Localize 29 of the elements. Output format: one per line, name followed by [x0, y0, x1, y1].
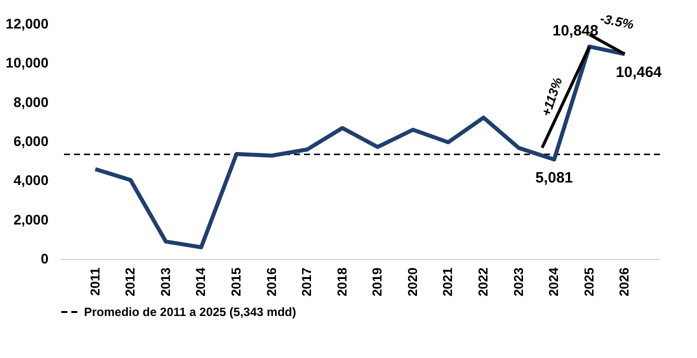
legend-label: Promedio de 2011 a 2025 (5,343 mdd) [84, 305, 296, 319]
y-tick-label: 10,000 [6, 54, 49, 71]
x-tick-label: 2011 [87, 268, 102, 296]
x-tick-label: 2017 [299, 268, 314, 296]
x-tick-label: 2015 [228, 268, 244, 296]
y-tick-label: 2,000 [13, 211, 49, 228]
y-tick-label: 12,000 [6, 16, 49, 32]
x-tick-label: 2013 [158, 268, 173, 296]
x-tick-label: 2024 [546, 266, 562, 296]
x-tick-label: 2018 [334, 268, 350, 296]
data-label: 10,848 [552, 22, 598, 40]
annotation: -3.5% [598, 10, 636, 32]
x-tick-label: 2022 [476, 268, 491, 296]
x-tick-label: 2016 [264, 268, 279, 296]
x-tick-label: 2020 [404, 268, 420, 296]
x-tick-label: 2021 [440, 268, 456, 296]
y-tick-label: 6,000 [13, 133, 49, 149]
x-tick-label: 2026 [616, 268, 632, 296]
x-tick-label: 2025 [581, 268, 596, 296]
y-tick-label: 4,000 [13, 172, 49, 188]
y-tick-label: 8,000 [13, 94, 49, 110]
y-tick-label: 0 [40, 250, 49, 266]
data-label: 10,464 [616, 64, 662, 82]
x-tick-label: 2019 [370, 268, 385, 296]
x-tick-label: 2023 [510, 268, 526, 296]
data-label: 5,081 [535, 169, 573, 186]
annotation: +113% [538, 75, 566, 118]
x-tick-label: 2014 [193, 266, 208, 296]
x-tick-label: 2012 [122, 268, 138, 296]
